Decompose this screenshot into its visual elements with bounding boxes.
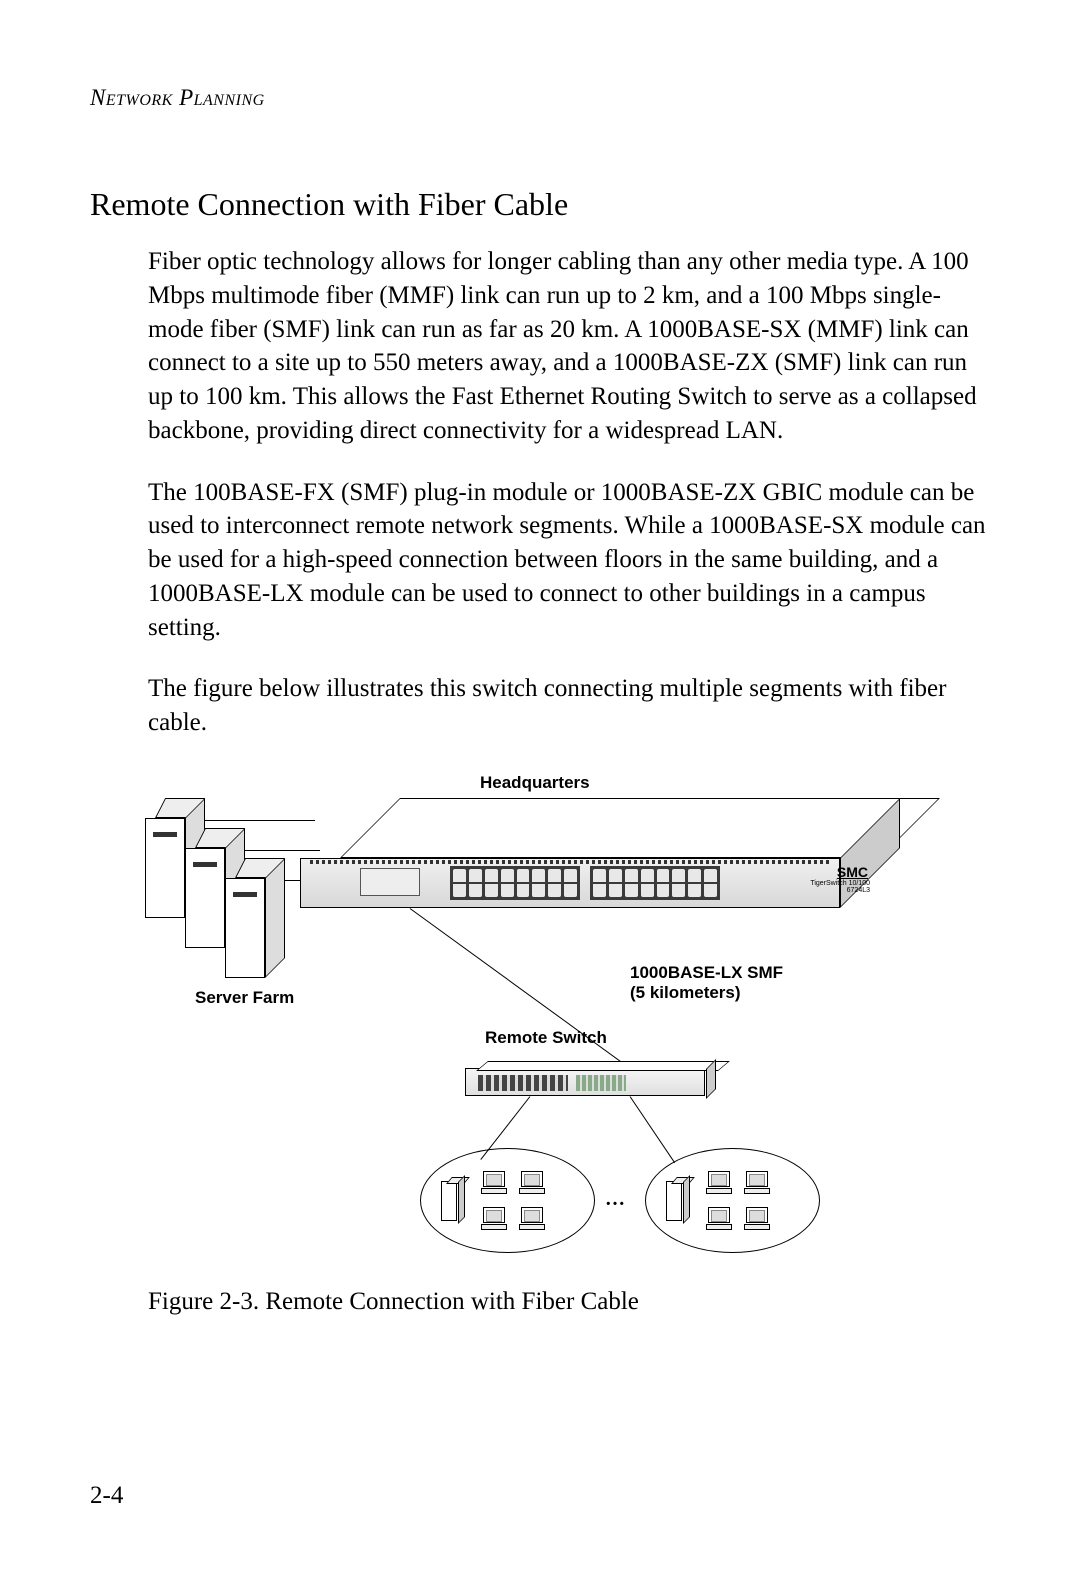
paragraph-1: Fiber optic technology allows for longer… — [148, 245, 990, 448]
section-heading: Remote Connection with Fiber Cable — [90, 186, 990, 223]
paragraph-2: The 100BASE-FX (SMF) plug-in module or 1… — [148, 476, 990, 645]
ellipsis-icon: … — [605, 1188, 627, 1211]
page-number: 2-4 — [90, 1482, 123, 1510]
remote-switch-icon — [465, 1068, 705, 1096]
paragraph-3: The figure below illustrates this switch… — [148, 672, 990, 740]
figure-caption: Figure 2-3. Remote Connection with Fiber… — [148, 1288, 990, 1316]
server-icon — [225, 858, 275, 978]
brand-label: SMC — [837, 864, 868, 880]
label-server-farm: Server Farm — [195, 988, 294, 1008]
brand-sublabel: TigerSwitch 10/100 6724L3 — [810, 880, 870, 894]
running-header: Network Planning — [90, 85, 990, 111]
main-switch-icon: SMC TigerSwitch 10/100 6724L3 — [300, 798, 880, 928]
workgroup-cloud-icon — [420, 1148, 595, 1253]
label-lx-link: 1000BASE-LX SMF (5 kilometers) — [630, 963, 783, 1004]
figure-diagram: Headquarters Server Farm 1000BASE-LX SMF… — [90, 768, 990, 1258]
label-headquarters: Headquarters — [480, 773, 590, 793]
workgroup-cloud-icon — [645, 1148, 820, 1253]
